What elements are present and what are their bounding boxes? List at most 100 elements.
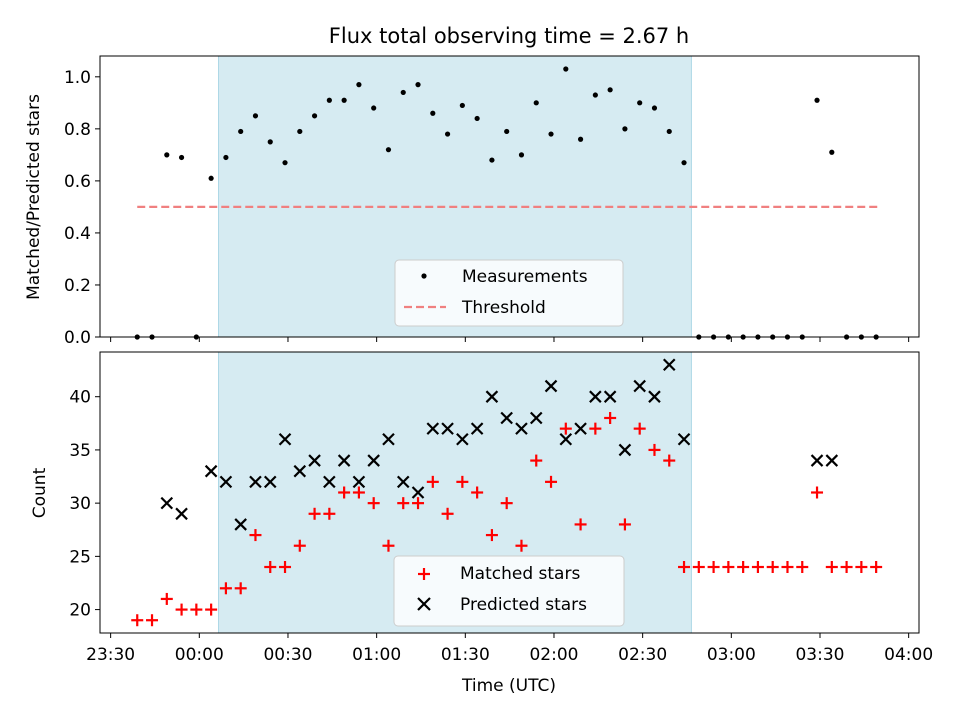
- measurement-point: [415, 82, 421, 88]
- x-tick-label: 03:30: [795, 645, 844, 665]
- matched-star-point: [175, 603, 188, 616]
- measurement-point: [459, 102, 465, 109]
- matched-star-point: [722, 561, 735, 574]
- matched-star-point: [574, 518, 587, 531]
- measurement-point: [326, 97, 332, 103]
- bottom-y-ticks: 20 25 30 35 40: [69, 388, 100, 621]
- x-tick-label: 02:30: [618, 645, 667, 665]
- top-y-axis-label: Matched/Predicted stars: [24, 94, 44, 300]
- matched-star-point: [352, 486, 365, 499]
- matched-star-point: [870, 561, 883, 574]
- x-tick-label: 04:00: [884, 645, 933, 665]
- matched-star-points: [131, 411, 883, 627]
- predicted-star-point: [618, 443, 632, 457]
- matched-star-point: [751, 561, 764, 574]
- matched-star-point: [279, 561, 292, 574]
- matched-star-point: [264, 561, 277, 574]
- measurement-point: [577, 136, 584, 142]
- measurement-point: [267, 139, 273, 145]
- measurement-point: [489, 157, 495, 163]
- top-x-ticks: [110, 337, 910, 342]
- y-tick-label: 20: [69, 601, 91, 621]
- top-legend: Measurements Threshold: [394, 259, 624, 327]
- predicted-star-point: [633, 379, 646, 393]
- legend-predicted-marker: [417, 597, 431, 611]
- measurement-point: [681, 160, 687, 166]
- bottom-panel: 20 25 30 35 40 23:30 00:00 00:30 01:00 01:30 02:0…: [30, 351, 933, 696]
- matched-star-point: [604, 411, 617, 424]
- matched-star-point: [249, 529, 262, 542]
- matched-star-point: [707, 561, 720, 574]
- bottom-legend: Matched stars Predicted stars: [393, 555, 625, 627]
- measurement-point: [829, 149, 835, 155]
- measurement-point: [666, 128, 672, 135]
- legend-matched-label: Matched stars: [460, 564, 580, 584]
- x-tick-label: 00:30: [263, 645, 312, 665]
- predicted-star-point: [441, 422, 454, 435]
- measurement-point: [371, 105, 377, 111]
- matched-star-point: [618, 518, 631, 531]
- matched-star-point: [190, 603, 203, 616]
- measurement-point: [533, 100, 539, 106]
- legend-threshold-label: Threshold: [461, 298, 546, 318]
- matched-star-point: [766, 561, 779, 574]
- predicted-star-point: [485, 390, 499, 403]
- legend-measurements-label: Measurements: [462, 267, 588, 287]
- predicted-star-point: [574, 422, 587, 435]
- predicted-star-point: [470, 422, 484, 435]
- chart-title: Flux total observing time = 2.67 h: [329, 24, 689, 48]
- y-tick-label: 0.2: [64, 276, 91, 296]
- matched-star-point: [530, 454, 543, 467]
- predicted-star-point: [677, 433, 691, 446]
- matched-star-point: [293, 539, 306, 552]
- measurement-point: [252, 113, 259, 119]
- measurement-point: [208, 175, 214, 181]
- predicted-star-point: [204, 464, 218, 478]
- y-tick-label: 0.8: [64, 120, 91, 140]
- matched-star-point: [811, 486, 824, 499]
- matched-star-point: [796, 561, 809, 574]
- predicted-star-point: [825, 454, 839, 467]
- predicted-star-point: [249, 475, 262, 489]
- x-tick-label: 23:30: [86, 645, 135, 665]
- measurement-point: [297, 128, 303, 135]
- top-axes-frame: [99, 55, 920, 338]
- predicted-star-point: [293, 464, 307, 478]
- x-tick-label: 03:00: [707, 645, 756, 665]
- y-tick-label: 40: [69, 388, 91, 408]
- matched-star-point: [146, 614, 159, 627]
- legend-matched-marker: [418, 568, 430, 580]
- measurement-point: [178, 154, 185, 161]
- matched-star-point: [485, 529, 498, 542]
- measurement-point: [341, 97, 347, 103]
- predicted-star-point: [175, 507, 188, 521]
- matched-star-point: [234, 582, 247, 595]
- matched-star-point: [131, 614, 144, 627]
- predicted-star-point: [396, 475, 410, 489]
- measurement-point: [238, 128, 244, 135]
- y-tick-label: 0.6: [64, 172, 91, 192]
- matched-star-point: [426, 475, 439, 488]
- matched-star-point: [737, 561, 750, 574]
- x-tick-label: 01:00: [352, 645, 401, 665]
- matched-star-point: [589, 422, 602, 435]
- matched-star-point: [456, 475, 469, 488]
- predicted-star-point: [308, 454, 321, 467]
- matched-star-point: [412, 497, 425, 510]
- bottom-legend-box: [393, 555, 625, 627]
- predicted-star-point: [544, 379, 558, 393]
- predicted-star-point: [411, 486, 425, 499]
- predicted-star-point: [456, 433, 469, 446]
- matched-star-point: [205, 603, 218, 616]
- matched-star-point: [663, 454, 676, 467]
- measurement-point: [223, 154, 229, 161]
- x-axis-label: Time (UTC): [461, 676, 556, 696]
- y-tick-label: 1.0: [64, 68, 91, 88]
- measurement-point: [444, 131, 451, 137]
- predicted-star-point: [278, 433, 292, 446]
- measurement-point: [385, 147, 392, 153]
- predicted-star-points: [160, 358, 839, 531]
- matched-star-point: [441, 507, 454, 520]
- measurement-point: [430, 110, 436, 116]
